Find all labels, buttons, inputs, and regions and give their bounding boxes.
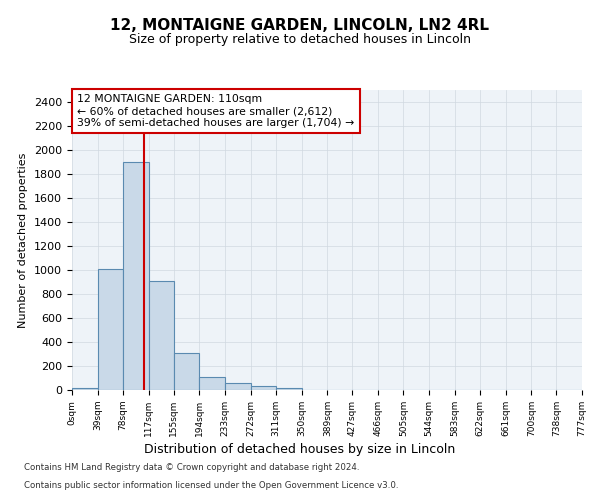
- Bar: [225, 384, 251, 390]
- Y-axis label: Number of detached properties: Number of detached properties: [19, 152, 28, 328]
- Bar: [98, 269, 123, 390]
- Bar: [72, 388, 98, 390]
- Text: 12 MONTAIGNE GARDEN: 110sqm
← 60% of detached houses are smaller (2,612)
39% of : 12 MONTAIGNE GARDEN: 110sqm ← 60% of det…: [77, 94, 355, 128]
- Text: 12, MONTAIGNE GARDEN, LINCOLN, LN2 4RL: 12, MONTAIGNE GARDEN, LINCOLN, LN2 4RL: [110, 18, 490, 32]
- Bar: [149, 281, 175, 390]
- Bar: [251, 386, 276, 390]
- Bar: [276, 388, 302, 390]
- Bar: [174, 353, 199, 390]
- Text: Contains HM Land Registry data © Crown copyright and database right 2024.: Contains HM Land Registry data © Crown c…: [24, 464, 359, 472]
- Bar: [123, 162, 149, 390]
- Text: Distribution of detached houses by size in Lincoln: Distribution of detached houses by size …: [145, 442, 455, 456]
- Bar: [199, 378, 225, 390]
- Text: Contains public sector information licensed under the Open Government Licence v3: Contains public sector information licen…: [24, 481, 398, 490]
- Text: Size of property relative to detached houses in Lincoln: Size of property relative to detached ho…: [129, 32, 471, 46]
